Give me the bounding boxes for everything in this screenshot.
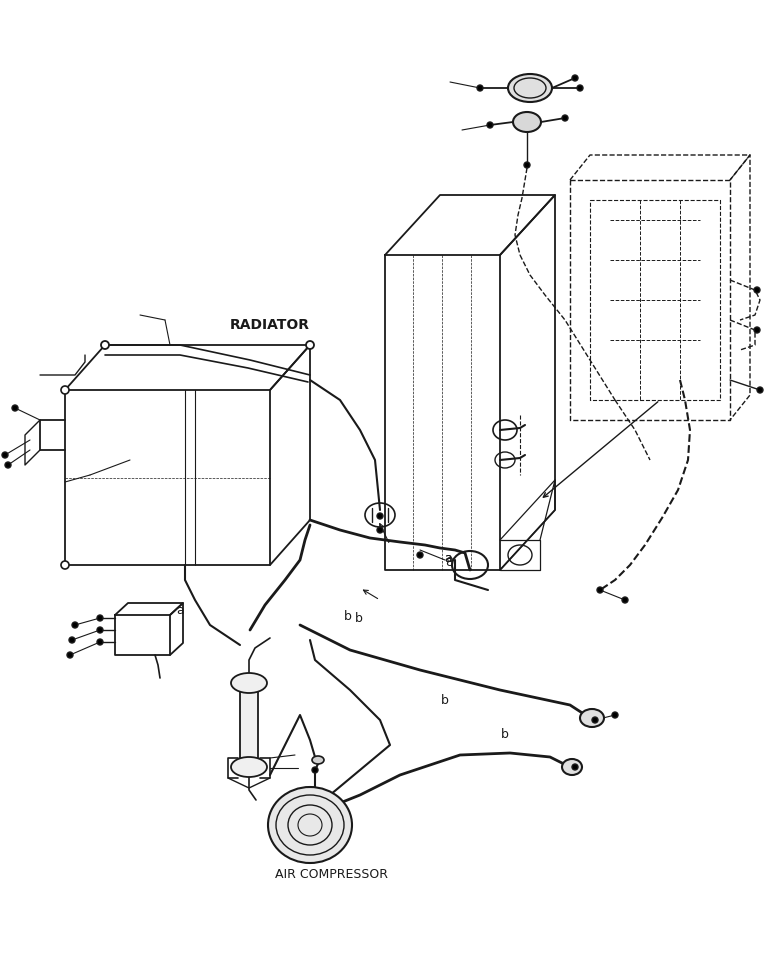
Ellipse shape — [562, 759, 582, 775]
Text: a: a — [444, 552, 452, 564]
Circle shape — [592, 717, 598, 723]
Ellipse shape — [508, 74, 552, 102]
Circle shape — [612, 712, 618, 718]
Circle shape — [577, 85, 583, 91]
Circle shape — [487, 122, 493, 128]
Circle shape — [12, 405, 18, 411]
Circle shape — [61, 386, 69, 394]
Circle shape — [572, 75, 578, 81]
Circle shape — [5, 462, 11, 468]
Text: b: b — [441, 694, 449, 706]
Ellipse shape — [513, 112, 541, 132]
Circle shape — [377, 527, 383, 533]
Circle shape — [417, 552, 423, 558]
Circle shape — [572, 764, 578, 770]
Circle shape — [757, 387, 763, 393]
Circle shape — [754, 327, 760, 333]
Ellipse shape — [231, 757, 267, 777]
Text: 8: 8 — [445, 556, 453, 570]
Circle shape — [61, 561, 69, 569]
Circle shape — [306, 341, 314, 349]
Ellipse shape — [580, 709, 604, 727]
Ellipse shape — [231, 673, 267, 693]
Circle shape — [2, 452, 8, 458]
Circle shape — [69, 637, 75, 643]
Circle shape — [597, 587, 603, 593]
Text: b: b — [355, 611, 363, 625]
Text: AIR COMPRESSOR: AIR COMPRESSOR — [275, 869, 388, 881]
Circle shape — [101, 341, 109, 349]
Text: RADIATOR: RADIATOR — [230, 318, 310, 332]
Text: b: b — [501, 728, 509, 742]
Circle shape — [524, 162, 530, 168]
Bar — [240, 685, 258, 765]
Text: a: a — [176, 604, 184, 617]
Text: a: a — [444, 552, 452, 564]
Ellipse shape — [268, 787, 352, 863]
Circle shape — [97, 615, 103, 621]
Circle shape — [72, 622, 78, 628]
Circle shape — [377, 513, 383, 519]
Circle shape — [477, 85, 483, 91]
Circle shape — [97, 627, 103, 633]
Ellipse shape — [312, 756, 324, 764]
Text: b: b — [344, 610, 352, 624]
Circle shape — [622, 597, 628, 603]
Circle shape — [754, 287, 760, 293]
Circle shape — [67, 652, 73, 658]
Circle shape — [312, 767, 318, 773]
Circle shape — [562, 115, 568, 121]
Circle shape — [97, 639, 103, 645]
